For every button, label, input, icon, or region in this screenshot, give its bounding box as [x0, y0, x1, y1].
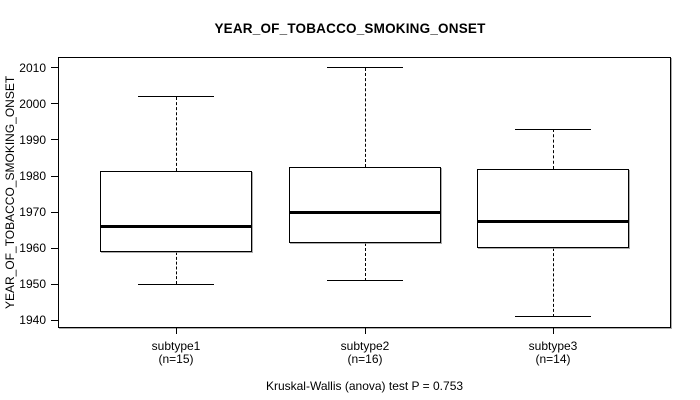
y-tick	[51, 175, 58, 177]
chart-title: YEAR_OF_TOBACCO_SMOKING_ONSET	[214, 21, 486, 36]
x-category-name: subtype1	[151, 339, 201, 353]
y-tick-label: 1950	[19, 277, 46, 292]
y-tick-label: 1980	[19, 169, 46, 184]
x-category-name: subtype3	[528, 339, 578, 353]
whisker-upper	[175, 96, 177, 171]
box	[100, 170, 252, 252]
x-category-name: subtype2	[340, 339, 390, 353]
whisker-lower	[175, 251, 177, 285]
y-tick-label: 1960	[19, 241, 46, 256]
y-tick-label: 2010	[19, 60, 46, 75]
y-tick	[51, 319, 58, 321]
median-line	[477, 219, 629, 223]
y-tick-label: 1970	[19, 205, 46, 220]
x-category-label: subtype3 (n=14)	[483, 340, 623, 365]
whisker-cap-upper	[515, 128, 591, 130]
median-line	[289, 210, 441, 214]
box	[289, 167, 441, 243]
y-tick	[51, 247, 58, 249]
x-tick	[552, 328, 554, 334]
whisker-cap-lower	[327, 280, 403, 282]
stats-caption: Kruskal-Wallis (anova) test P = 0.753	[265, 379, 464, 393]
whisker-lower	[364, 242, 366, 281]
whisker-upper	[552, 129, 554, 169]
y-tick	[51, 67, 58, 69]
x-category-n: (n=15)	[158, 351, 194, 366]
whisker-cap-upper	[327, 67, 403, 69]
x-tick	[175, 328, 177, 334]
box	[477, 168, 629, 249]
y-tick	[51, 103, 58, 105]
x-category-label: subtype1 (n=15)	[106, 340, 246, 365]
whisker-cap-upper	[138, 96, 214, 98]
whisker-cap-lower	[138, 283, 214, 285]
whisker-upper	[364, 67, 366, 167]
x-category-n: (n=16)	[347, 351, 383, 366]
x-category-n: (n=14)	[535, 351, 571, 366]
y-tick-label: 1990	[19, 132, 46, 147]
whisker-lower	[552, 248, 554, 317]
x-tick	[364, 328, 366, 334]
y-tick	[51, 139, 58, 141]
y-tick-label: 1940	[19, 313, 46, 328]
y-tick	[51, 283, 58, 285]
whisker-cap-lower	[515, 316, 591, 318]
y-tick-label: 2000	[19, 96, 46, 111]
x-category-label: subtype2 (n=16)	[295, 340, 435, 365]
median-line	[100, 225, 252, 228]
y-tick	[51, 211, 58, 213]
